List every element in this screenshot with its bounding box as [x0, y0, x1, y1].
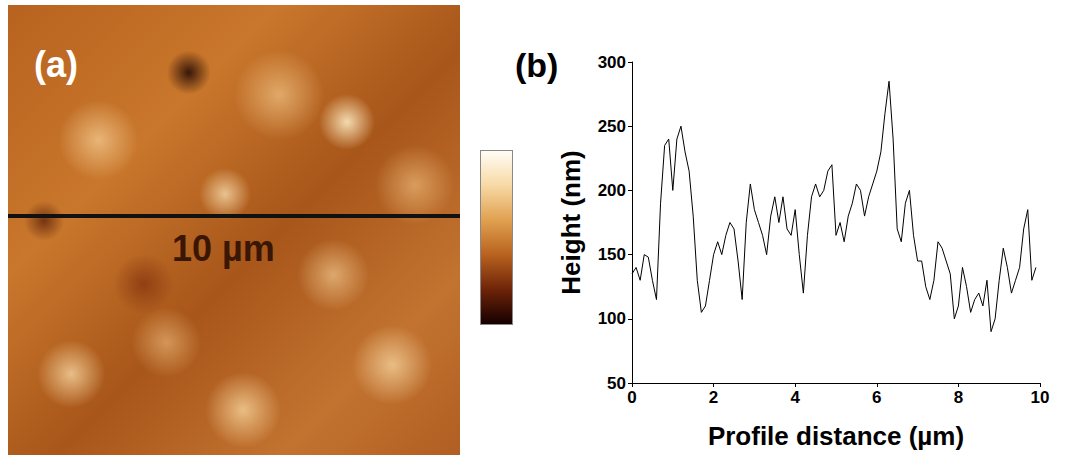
svg-text:0: 0	[627, 388, 636, 407]
svg-text:Height (nm): Height (nm)	[556, 150, 586, 294]
svg-text:150: 150	[598, 245, 626, 264]
svg-text:6: 6	[872, 388, 881, 407]
svg-text:10: 10	[1031, 388, 1050, 407]
svg-text:250: 250	[598, 117, 626, 136]
svg-text:8: 8	[954, 388, 963, 407]
svg-text:100: 100	[598, 309, 626, 328]
svg-text:4: 4	[790, 388, 800, 407]
html-text:10 µm: 10 µm	[172, 228, 275, 269]
svg-text:50: 50	[607, 374, 626, 393]
svg-text:2: 2	[709, 388, 718, 407]
html-text:(a): (a)	[34, 44, 78, 85]
html-text:(b): (b)	[515, 46, 559, 84]
svg-text:300: 300	[598, 53, 626, 72]
svg-text:200: 200	[598, 181, 626, 200]
svg-text:Profile distance (µm): Profile distance (µm)	[708, 421, 964, 451]
